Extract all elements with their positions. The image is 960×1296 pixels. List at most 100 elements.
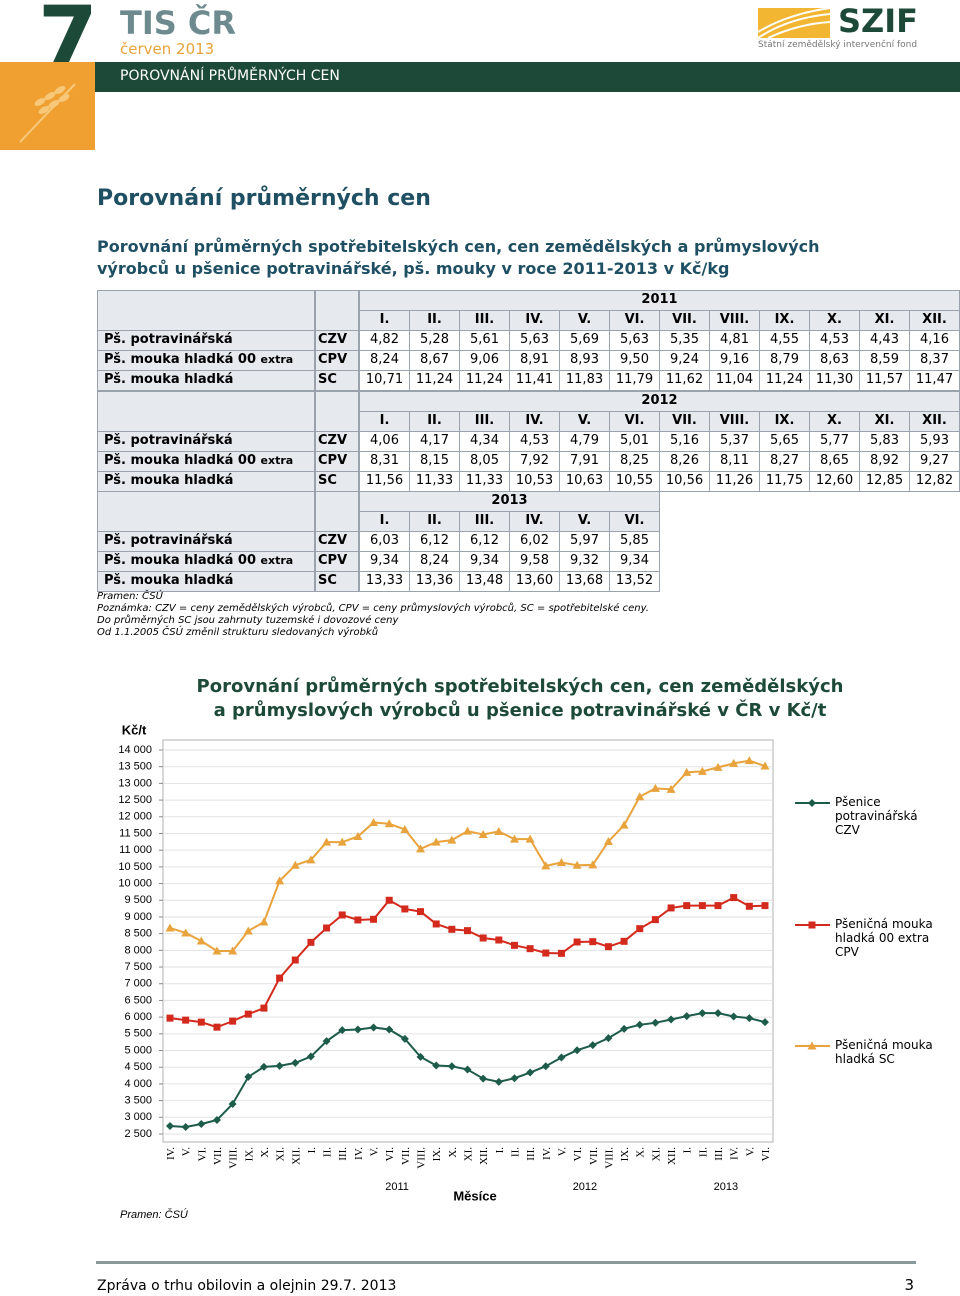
value-cell: 13,52 <box>609 571 660 592</box>
value-cell: 11,26 <box>709 470 760 492</box>
month-cell: I. <box>359 511 410 532</box>
data-point <box>181 928 191 937</box>
y-tick-label: 14 000 <box>118 744 152 756</box>
data-point <box>370 915 378 923</box>
data-point <box>745 1014 754 1023</box>
data-point <box>620 937 628 945</box>
header-cell <box>315 390 359 432</box>
row-name-text: Pš. mouka hladká <box>104 573 234 588</box>
value-cell: 8,31 <box>359 450 410 472</box>
data-point <box>526 1068 535 1077</box>
value-cell: 11,79 <box>609 370 660 391</box>
note: Poznámka: CZV = ceny zemědělských výrobc… <box>97 603 649 614</box>
month-cell: VII. <box>659 310 710 331</box>
data-point <box>666 784 676 793</box>
data-point <box>479 934 487 942</box>
x-tick-label: XI. <box>463 1147 475 1162</box>
y-tick-label: 10 000 <box>118 877 152 889</box>
month-cell: IV. <box>509 310 560 331</box>
data-point <box>276 974 284 982</box>
data-point <box>714 1009 723 1018</box>
row-name-text: Pš. mouka hladká <box>104 472 234 488</box>
data-point <box>431 837 441 846</box>
data-point <box>354 916 362 924</box>
legend-label: Pšenice potravinářská CZV <box>835 795 918 837</box>
y-tick-label: 12 000 <box>118 811 152 823</box>
value-cell: 6,02 <box>509 531 560 552</box>
row-code: CPV <box>315 551 359 572</box>
month-cell: VI. <box>609 511 660 532</box>
row-code: CZV <box>315 531 359 552</box>
y-tick-label: 5 500 <box>124 1028 152 1040</box>
data-point <box>604 943 612 951</box>
value-cell: 5,65 <box>759 430 810 452</box>
footer-text: Zpráva o trhu obilovin a olejnin 29.7. 2… <box>97 1278 397 1294</box>
data-point <box>447 1062 456 1071</box>
value-cell: 11,75 <box>759 470 810 492</box>
data-point <box>369 1023 378 1032</box>
x-tick-label: III. <box>525 1147 537 1161</box>
month-cell: VI. <box>609 410 660 432</box>
data-point <box>588 860 598 869</box>
data-point <box>464 927 471 935</box>
value-cell: 6,03 <box>359 531 410 552</box>
year-cell: 2013 <box>359 491 660 512</box>
header-title: TIS ČR <box>120 4 237 42</box>
month-cell: V. <box>559 310 610 331</box>
data-point <box>509 834 519 843</box>
data-point <box>275 876 285 885</box>
value-cell: 5,35 <box>659 330 710 351</box>
x-tick-label: I. <box>494 1147 506 1154</box>
chart-title: a průmyslových výrobců u pšenice potravi… <box>214 699 827 721</box>
x-tick-label: XII. <box>666 1147 678 1165</box>
x-tick-label: XII. <box>478 1147 490 1165</box>
data-point <box>432 920 440 928</box>
data-point <box>197 1119 206 1128</box>
data-point <box>259 917 269 926</box>
value-cell: 11,24 <box>459 370 510 391</box>
value-cell: 9,58 <box>509 551 560 572</box>
data-point <box>338 911 346 919</box>
legend-marker <box>808 799 816 807</box>
data-point <box>494 826 504 835</box>
data-point <box>369 817 379 826</box>
row-name-small: extra <box>260 353 294 366</box>
data-point <box>541 861 551 870</box>
value-cell: 8,26 <box>659 450 710 472</box>
value-cell: 4,81 <box>709 330 760 351</box>
data-point <box>556 858 566 867</box>
data-point <box>557 949 565 957</box>
note: Pramen: ČSÚ <box>97 591 163 602</box>
value-cell: 10,71 <box>359 370 410 391</box>
month-cell: I. <box>359 310 410 331</box>
month-cell: V. <box>559 511 610 532</box>
data-point <box>729 1012 738 1021</box>
legend-marker <box>807 1041 817 1050</box>
data-point <box>510 1074 519 1083</box>
data-point <box>572 860 582 869</box>
data-point <box>337 837 347 846</box>
y-tick-label: 4 000 <box>124 1078 152 1090</box>
y-tick-label: 4 500 <box>124 1061 152 1073</box>
row-name: Pš. mouka hladká <box>97 470 315 492</box>
data-point <box>495 936 503 944</box>
data-point <box>213 1023 221 1031</box>
value-cell: 6,12 <box>459 531 510 552</box>
data-point <box>744 756 754 765</box>
data-point <box>478 829 488 838</box>
data-point <box>275 1061 284 1070</box>
data-point <box>525 834 535 843</box>
value-cell: 8,24 <box>359 350 410 371</box>
y-tick-label: 11 500 <box>119 827 152 839</box>
data-point <box>729 758 739 767</box>
data-point <box>228 1099 237 1108</box>
month-cell: VI. <box>609 310 660 331</box>
row-name: Pš. potravinářská <box>97 531 315 552</box>
x-tick-label: III. <box>337 1147 349 1161</box>
x-tick-label: X. <box>259 1147 271 1158</box>
month-cell: XI. <box>859 410 910 432</box>
value-cell: 11,47 <box>909 370 960 391</box>
value-cell: 11,30 <box>809 370 860 391</box>
y-tick-label: 6 000 <box>124 1011 152 1023</box>
